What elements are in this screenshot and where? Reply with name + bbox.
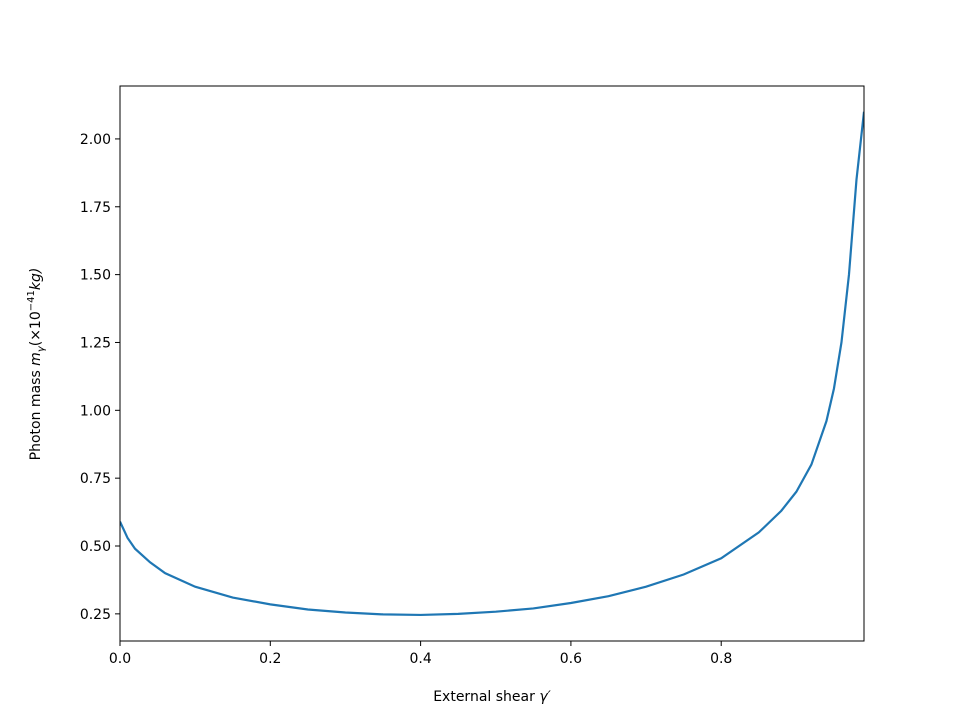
y-tick-label: 2.00 [80,132,111,148]
y-label-subscript: γ [36,345,47,352]
x-label-symbol: γ′ [539,689,551,705]
y-label-text: Photon mass [28,366,44,461]
x-tick-label: 0.2 [259,651,281,667]
x-tick-label: 0.0 [109,651,131,667]
x-axis-label: External shear γ′ [433,689,551,705]
plot-frame [119,85,865,642]
x-label-text: External shear [433,689,539,705]
y-tick-label: 1.50 [80,268,111,284]
x-tick-label: 0.6 [560,651,582,667]
y-tick-label: 1.00 [80,403,111,419]
y-label-unit: (×10 [28,311,44,346]
y-tick-label: 1.75 [80,200,111,216]
x-tick-label: 0.8 [710,651,732,667]
y-tick-label: 0.50 [80,539,111,555]
x-tick-label: 0.4 [409,651,431,667]
y-tick-label: 0.75 [80,471,111,487]
y-label-unit-end: kg) [28,268,44,290]
y-tick-label: 0.25 [80,607,111,623]
data-line [120,111,864,617]
y-label-symbol: m [28,352,44,366]
y-axis-label: Photon mass mγ(×10−41kg) [26,268,47,461]
y-label-exponent: −41 [26,290,37,311]
y-tick-label: 1.25 [80,335,111,351]
